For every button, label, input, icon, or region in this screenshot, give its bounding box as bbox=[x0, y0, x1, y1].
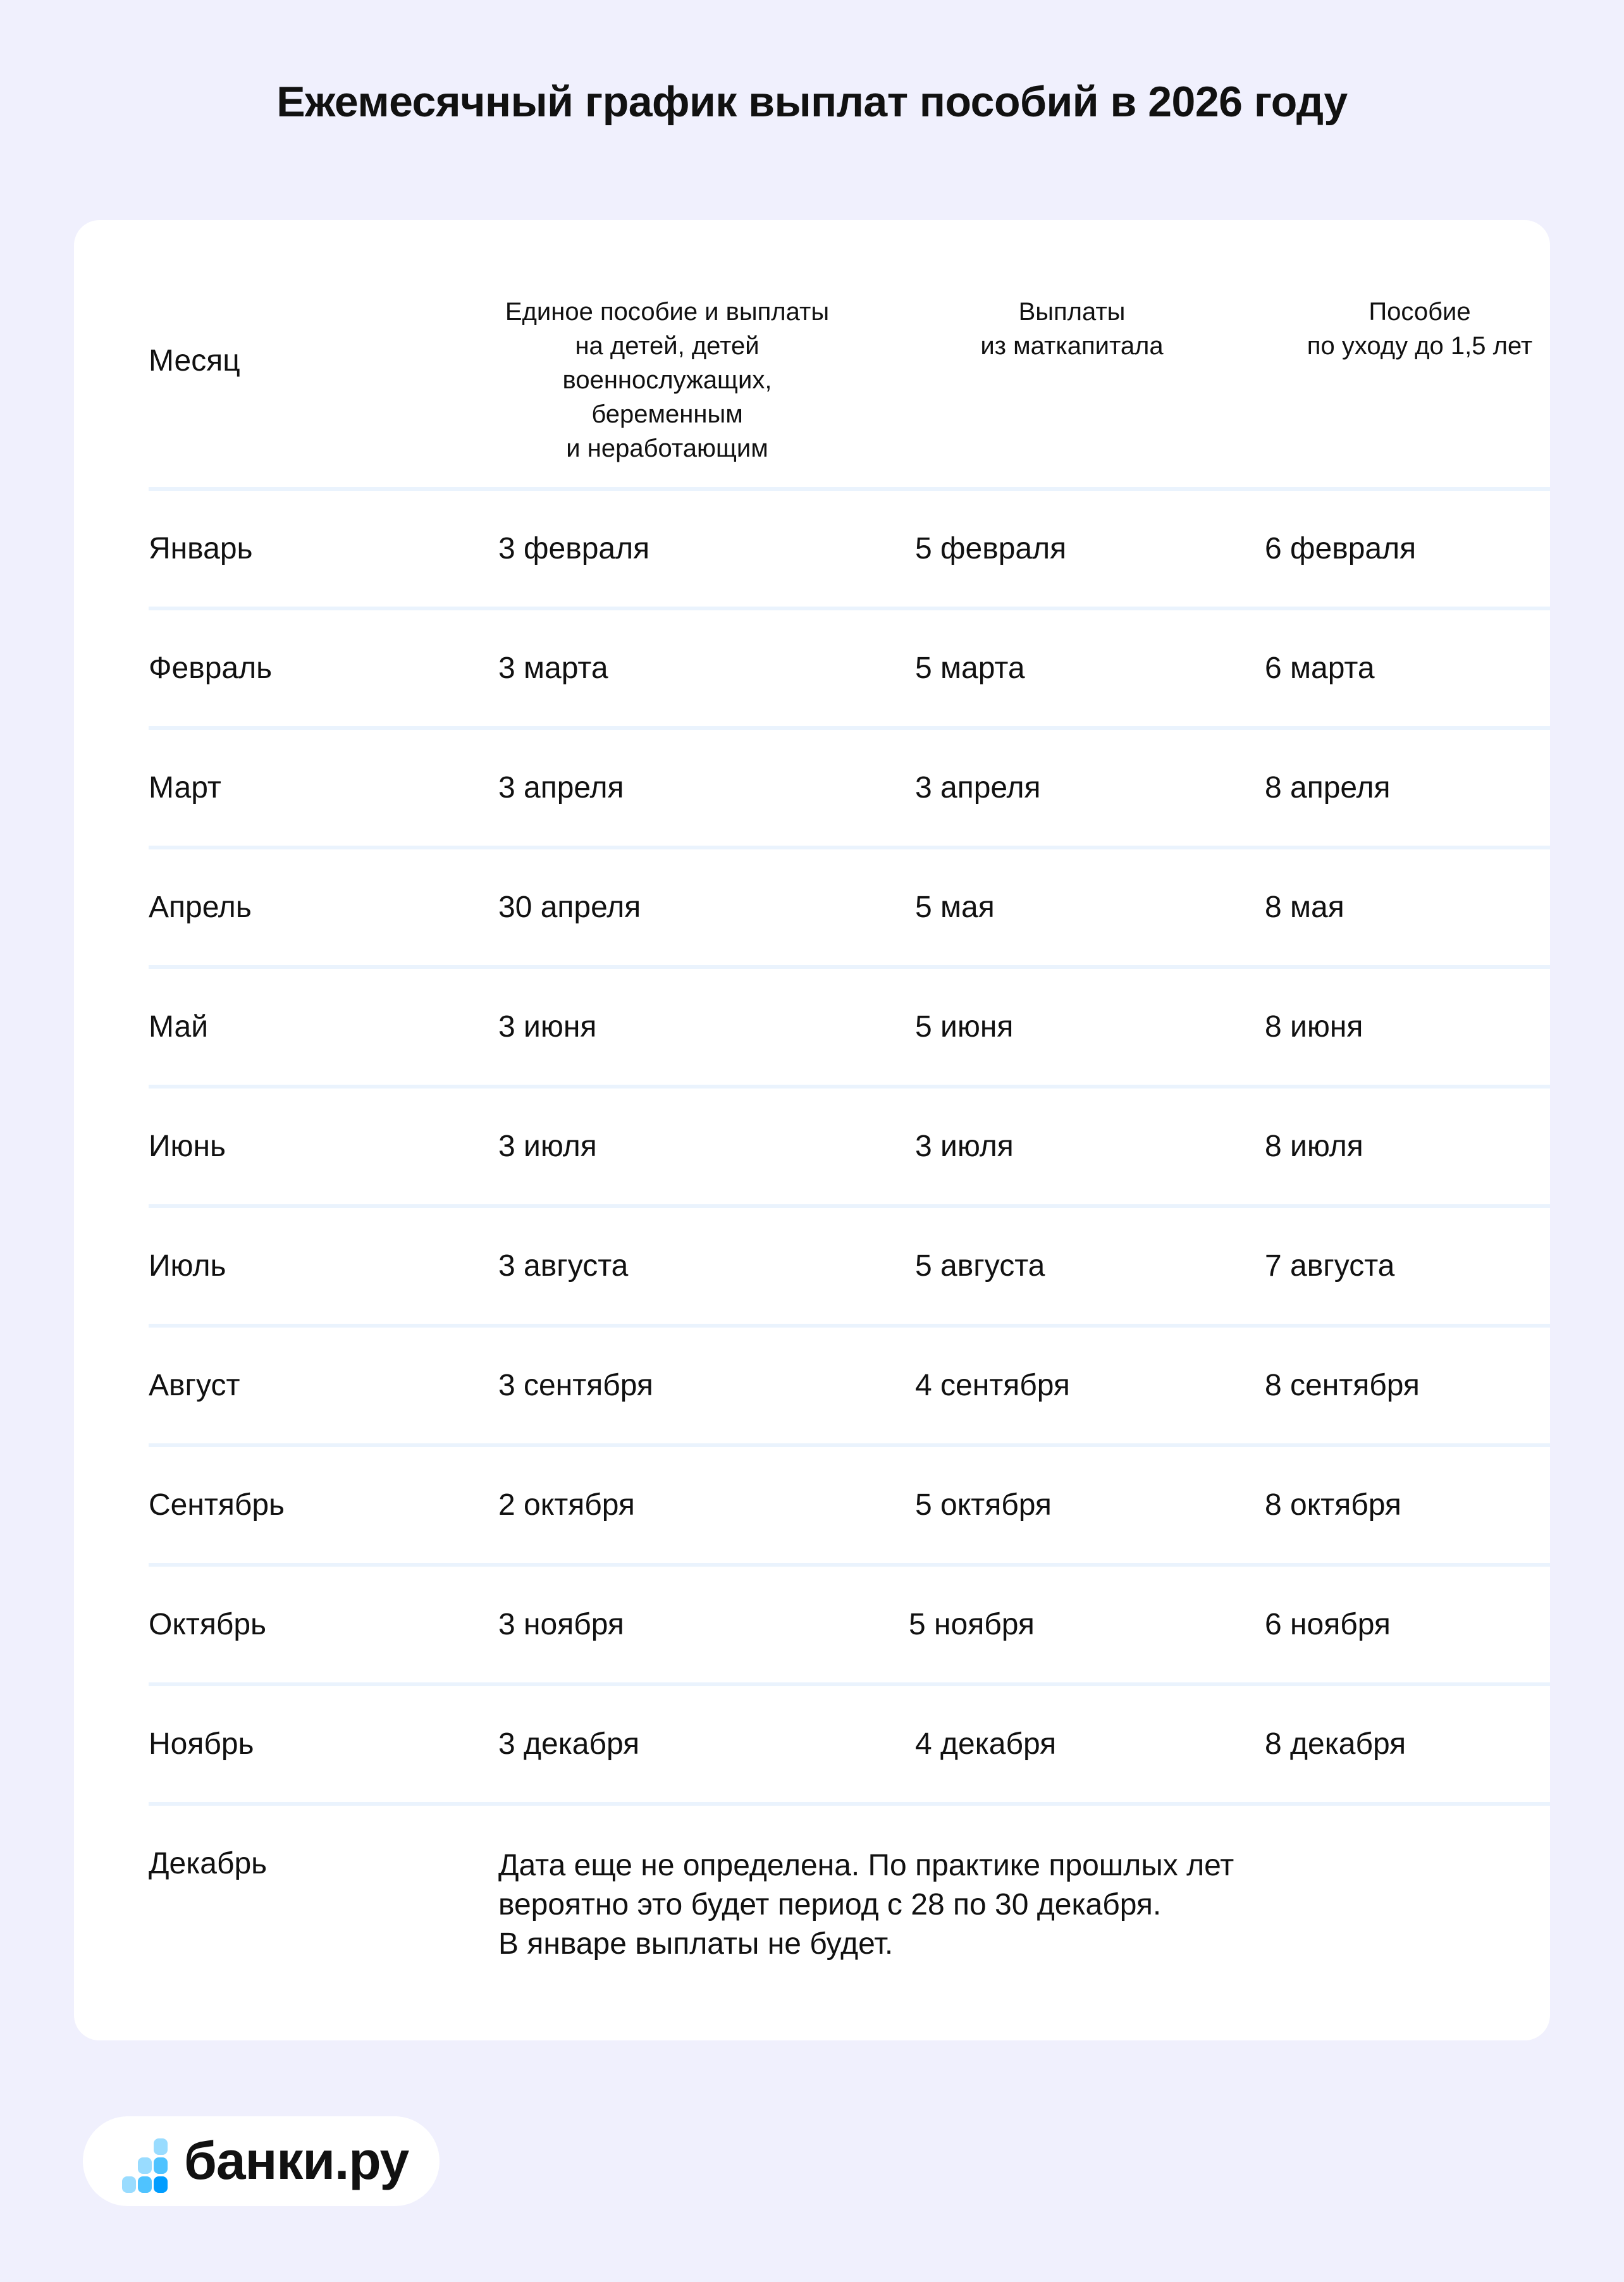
matcapital-date: 5 ноября bbox=[909, 1608, 1035, 1641]
matcapital-date: 3 апреля bbox=[915, 771, 1041, 805]
table-row: Ноябрь 3 декабря 4 декабря 8 декабря bbox=[149, 1686, 1550, 1806]
schedule-table: Месяц Единое пособие и выплаты на детей,… bbox=[149, 220, 1550, 1995]
matcapital-date: 5 октября bbox=[915, 1488, 1052, 1522]
childcare-date: 7 августа bbox=[1265, 1249, 1395, 1283]
unified-benefit-date: 3 апреля bbox=[498, 771, 624, 805]
month-cell: Июль bbox=[149, 1249, 226, 1283]
matcapital-date: 5 июня bbox=[915, 1010, 1014, 1044]
logo-square bbox=[138, 2157, 152, 2174]
month-cell: Апрель bbox=[149, 891, 252, 924]
unified-benefit-date: 2 октября bbox=[498, 1488, 635, 1522]
table-row: Август 3 сентября 4 сентября 8 сентября bbox=[149, 1328, 1550, 1447]
childcare-date: 8 июля bbox=[1265, 1130, 1363, 1163]
logo-square bbox=[154, 2176, 168, 2193]
matcapital-date: 5 августа bbox=[915, 1249, 1045, 1283]
table-row: Февраль 3 марта 5 марта 6 марта bbox=[149, 610, 1550, 730]
matcapital-date: 5 марта bbox=[915, 651, 1025, 685]
unified-benefit-date: 3 марта bbox=[498, 651, 608, 685]
matcapital-date: 5 февраля bbox=[915, 532, 1067, 565]
childcare-date: 8 апреля bbox=[1265, 771, 1391, 805]
table-row: Июнь 3 июля 3 июля 8 июля bbox=[149, 1089, 1550, 1208]
month-cell: Ноябрь bbox=[149, 1727, 254, 1761]
month-cell: Январь bbox=[149, 532, 253, 565]
unified-benefit-date: 3 февраля bbox=[498, 532, 650, 565]
month-cell: Июнь bbox=[149, 1130, 226, 1163]
banki-ru-logo: банки.ру bbox=[83, 2116, 440, 2206]
logo-square bbox=[154, 2157, 168, 2174]
table-row: Сентябрь 2 октября 5 октября 8 октября bbox=[149, 1447, 1550, 1567]
table-row: Октябрь 3 ноября 5 ноября 6 ноября bbox=[149, 1567, 1550, 1686]
unified-benefit-date: 3 ноября bbox=[498, 1608, 624, 1641]
table-row-december: Декабрь Дата еще не определена. По практ… bbox=[149, 1806, 1550, 1995]
month-cell: Сентябрь bbox=[149, 1488, 285, 1522]
month-cell: Май bbox=[149, 1010, 209, 1044]
unified-benefit-date: 3 сентября bbox=[498, 1369, 653, 1402]
header-month: Месяц bbox=[149, 344, 240, 378]
table-row: Апрель 30 апреля 5 мая 8 мая bbox=[149, 849, 1550, 969]
childcare-date: 8 июня bbox=[1265, 1010, 1363, 1044]
childcare-date: 6 февраля bbox=[1265, 532, 1417, 565]
table-header: Месяц Единое пособие и выплаты на детей,… bbox=[149, 220, 1550, 491]
table-row: Март 3 апреля 3 апреля 8 апреля bbox=[149, 730, 1550, 849]
childcare-date: 6 марта bbox=[1265, 651, 1375, 685]
table-row: Июль 3 августа 5 августа 7 августа bbox=[149, 1208, 1550, 1328]
month-cell: Август bbox=[149, 1369, 240, 1402]
page-title: Ежемесячный график выплат пособий в 2026… bbox=[276, 78, 1348, 126]
matcapital-date: 4 сентября bbox=[915, 1369, 1070, 1402]
logo-square bbox=[122, 2176, 136, 2193]
header-childcare: Пособие по уходу до 1,5 лет bbox=[1307, 298, 1533, 360]
unified-benefit-date: 30 апреля bbox=[498, 891, 641, 924]
childcare-date: 6 ноября bbox=[1265, 1608, 1391, 1641]
unified-benefit-date: 3 декабря bbox=[498, 1727, 640, 1761]
header-unified-benefit: Единое пособие и выплаты на детей, детей… bbox=[505, 298, 830, 462]
matcapital-date: 3 июля bbox=[915, 1130, 1014, 1163]
month-cell: Декабрь bbox=[149, 1847, 268, 1880]
header-matcapital: Выплаты из маткапитала bbox=[980, 298, 1164, 360]
matcapital-date: 5 мая bbox=[915, 891, 995, 924]
childcare-date: 8 октября bbox=[1265, 1488, 1401, 1522]
month-cell: Октябрь bbox=[149, 1608, 267, 1641]
unified-benefit-date: 3 июля bbox=[498, 1130, 597, 1163]
logo-square bbox=[154, 2138, 168, 2155]
logo-square bbox=[138, 2176, 152, 2193]
childcare-date: 8 декабря bbox=[1265, 1727, 1406, 1761]
month-cell: Февраль bbox=[149, 651, 273, 685]
childcare-date: 8 сентября bbox=[1265, 1369, 1420, 1402]
schedule-card: Месяц Единое пособие и выплаты на детей,… bbox=[74, 220, 1550, 2040]
month-cell: Март bbox=[149, 771, 221, 805]
unified-benefit-date: 3 июня bbox=[498, 1010, 597, 1044]
table-row: Май 3 июня 5 июня 8 июня bbox=[149, 969, 1550, 1089]
matcapital-date: 4 декабря bbox=[915, 1727, 1057, 1761]
december-note: Дата еще не определена. По практике прош… bbox=[498, 1849, 1234, 1961]
table-row: Январь 3 февраля 5 февраля 6 февраля bbox=[149, 491, 1550, 610]
childcare-date: 8 мая bbox=[1265, 891, 1344, 924]
logo-text: банки.ру bbox=[184, 2131, 409, 2190]
unified-benefit-date: 3 августа bbox=[498, 1249, 629, 1283]
